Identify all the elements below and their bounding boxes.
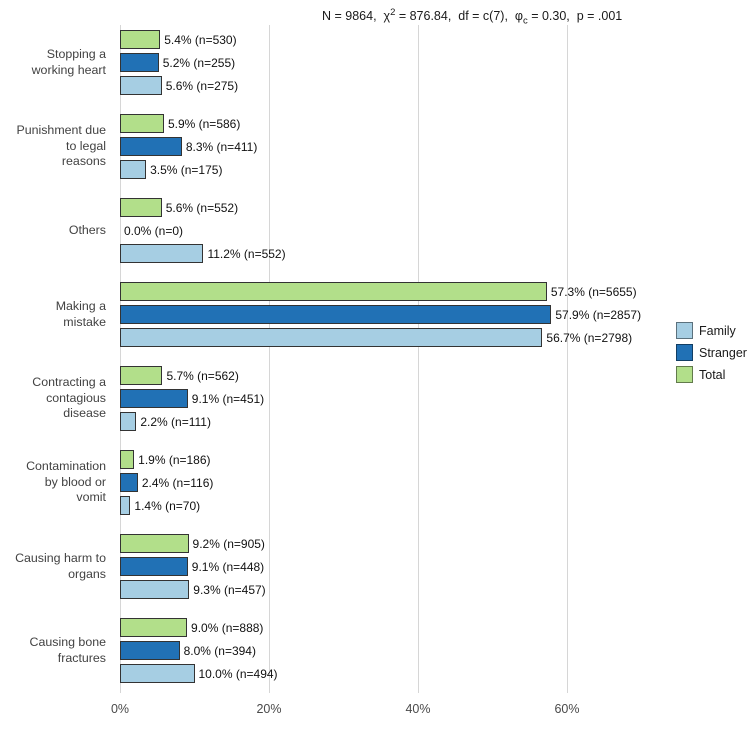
- category-label: Contracting a contagious disease: [32, 374, 106, 421]
- x-tick-label: 60%: [554, 702, 580, 716]
- x-tick-label: 0%: [110, 702, 130, 716]
- category-label: Contamination by blood or vomit: [26, 458, 106, 505]
- gridline: [269, 25, 270, 693]
- bar-value-label: 1.9% (n=186): [138, 452, 211, 467]
- stats-annotation: N = 9864, χ2 = 876.84, df = c(7), φc = 0…: [322, 7, 622, 27]
- bar-value-label: 5.9% (n=586): [167, 116, 241, 131]
- bar-value-label: 9.3% (n=457): [193, 582, 266, 597]
- bar-total: [120, 534, 189, 553]
- phi-subscript: c: [522, 15, 528, 27]
- bar-stranger: [120, 305, 552, 324]
- category-label: Stopping a working heart: [31, 46, 106, 77]
- stats-n-part: N = 9864,: [322, 9, 384, 24]
- bar-total: [120, 30, 161, 49]
- legend-swatch-stranger: [676, 344, 693, 361]
- x-tick-label: 40%: [405, 702, 431, 716]
- category-label: Making a mistake: [55, 298, 106, 329]
- bar-value-label: 5.6% (n=275): [165, 78, 239, 93]
- bar-stranger: [120, 641, 180, 660]
- gridline: [120, 25, 121, 693]
- bar-value-label: 9.1% (n=448): [191, 559, 265, 574]
- bar-stranger: [120, 137, 182, 156]
- bar-family: [120, 412, 137, 431]
- gridline: [567, 25, 568, 693]
- legend-entry: Family: [676, 322, 747, 339]
- bar-family: [120, 328, 543, 347]
- x-tick-label: 20%: [256, 702, 282, 716]
- bar-family: [120, 76, 162, 95]
- bar-total: [120, 198, 162, 217]
- bar-family: [120, 496, 131, 515]
- category-label: Punishment due to legal reasons: [16, 122, 106, 169]
- bar-total: [120, 450, 135, 469]
- bar-stranger: [120, 557, 188, 576]
- bar-value-label: 2.4% (n=116): [141, 475, 214, 490]
- bar-value-label: 9.0% (n=888): [191, 620, 264, 635]
- bar-value-label: 57.9% (n=2857): [555, 307, 642, 322]
- bar-value-label: 5.4% (n=530): [164, 32, 237, 47]
- bar-value-label: 8.0% (n=394): [183, 643, 256, 658]
- chi-exponent: 2: [390, 7, 396, 18]
- bar-value-label: 5.6% (n=552): [165, 200, 239, 215]
- bar-total: [120, 282, 547, 301]
- legend-swatch-family: [676, 322, 693, 339]
- legend-label: Family: [699, 323, 736, 338]
- category-label: Causing harm to organs: [15, 550, 106, 581]
- bar-stranger: [120, 53, 159, 72]
- bar-value-label: 8.3% (n=411): [185, 139, 258, 154]
- bar-value-label: 56.7% (n=2798): [546, 330, 633, 345]
- bar-total: [120, 114, 164, 133]
- legend: Family Stranger Total: [676, 322, 747, 388]
- bar-total: [120, 366, 163, 385]
- legend-swatch-total: [676, 366, 693, 383]
- bar-value-label: 2.2% (n=111): [140, 414, 211, 429]
- x-axis: 0% 20% 40% 60%: [111, 702, 748, 722]
- bar-family: [120, 664, 195, 683]
- category-label: Causing bone fractures: [29, 634, 106, 665]
- bar-value-label: 10.0% (n=494): [198, 666, 278, 681]
- bar-stranger: [120, 473, 138, 492]
- bar-value-label: 5.2% (n=255): [162, 55, 236, 70]
- bar-value-label: 1.4% (n=70): [134, 498, 201, 513]
- bar-stranger: [120, 389, 188, 408]
- bar-total: [120, 618, 188, 637]
- legend-entry: Stranger: [676, 344, 747, 361]
- bar-family: [120, 580, 190, 599]
- gridline: [418, 25, 419, 693]
- bar-value-label: 9.2% (n=905): [192, 536, 265, 551]
- y-axis-labels: Stopping a working heart Punishment due t…: [0, 30, 113, 690]
- plot-area: 5.4% (n=530) 5.2% (n=255) 5.6% (n=275) 5.9%…: [120, 25, 748, 693]
- legend-entry: Total: [676, 366, 747, 383]
- bar-value-label: 0.0% (n=0): [124, 223, 184, 238]
- bar-value-label: 9.1% (n=451): [191, 391, 265, 406]
- bar-family: [120, 244, 204, 263]
- bar-value-label: 57.3% (n=5655): [550, 284, 637, 299]
- stats-mid-part: = 876.84, df = c(7),: [395, 9, 515, 24]
- bar-value-label: 5.7% (n=562): [166, 368, 239, 383]
- category-label: Others: [68, 222, 106, 237]
- legend-label: Stranger: [699, 345, 747, 360]
- chi-symbol: χ: [383, 9, 391, 24]
- bar-value-label: 11.2% (n=552): [207, 246, 286, 261]
- bar-value-label: 3.5% (n=175): [150, 162, 223, 177]
- phi-symbol: φ: [514, 9, 523, 24]
- legend-label: Total: [699, 367, 726, 382]
- stats-end-part: = 0.30, p = .001: [527, 9, 623, 24]
- bar-family: [120, 160, 147, 179]
